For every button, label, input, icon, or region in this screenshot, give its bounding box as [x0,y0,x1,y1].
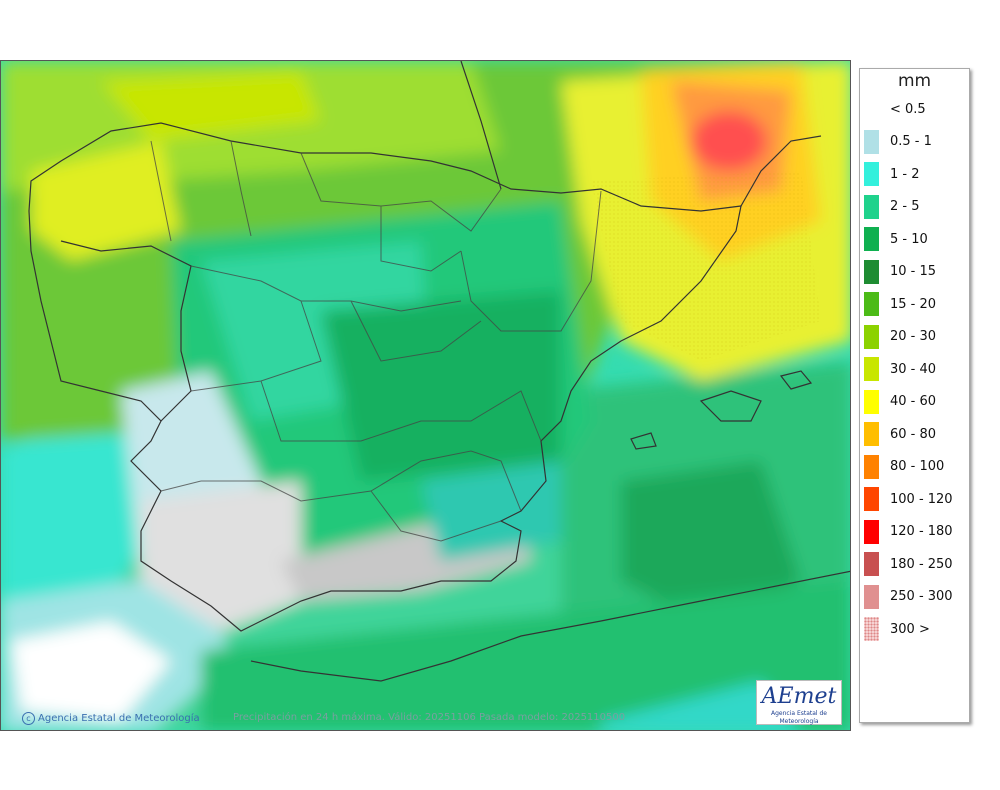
legend-entry: 2 - 5 [860,193,969,221]
legend-label: 120 - 180 [890,524,953,539]
legend-label: 5 - 10 [890,231,928,247]
logo-subtitle: Agencia Estatal de Meteorología [770,710,827,725]
legend-swatch [864,552,879,576]
precipitation-field [1,61,850,730]
legend-label: 0.5 - 1 [890,134,932,149]
map-caption: Precipitación en 24 h máxima. Válido: 20… [233,712,626,723]
legend-swatch [864,422,879,446]
agency-credit: c Agencia Estatal de Meteorología [22,712,200,725]
legend-label: 40 - 60 [890,394,937,409]
legend-label: 180 - 250 [890,556,953,572]
legend-entry: 5 - 10 [860,225,969,253]
copyright-icon: c [22,712,35,725]
legend-entry: 0.5 - 1 [860,128,969,156]
legend-swatch [864,519,879,544]
legend-entry: 40 - 60 [860,388,969,416]
legend-swatch [864,617,879,641]
legend-entry: 60 - 80 [860,420,969,448]
agency-credit-text: Agencia Estatal de Meteorología [38,713,200,724]
legend-swatch [864,357,879,381]
legend-entry: 120 - 180 [860,518,969,546]
legend-entry: 80 - 100 [860,453,969,481]
legend-label: 30 - 40 [890,361,937,377]
legend-swatch [864,454,879,479]
legend-entry: 15 - 20 [860,290,969,318]
legend-swatch [864,487,879,511]
legend-swatch [864,227,879,251]
legend-swatch [864,194,879,219]
logo-brand: AEmet [761,684,837,709]
legend-label: 15 - 20 [890,296,937,312]
legend-entry: 250 - 300 [860,583,969,611]
legend-label: 300 > [890,621,930,637]
legend-entry: 1 - 2 [860,160,969,188]
legend-entry: 300 > [860,615,969,643]
legend-label: 250 - 300 [890,589,953,604]
precipitation-legend: mm < 0.5 0.5 - 1 1 - 2 2 - 5 5 - 10 10 - 15 15… [859,68,970,723]
legend-entry: 20 - 30 [860,323,969,351]
legend-label: 80 - 100 [890,459,945,474]
legend-swatch [864,389,879,414]
legend-label: 10 - 15 [890,264,937,279]
legend-swatch [864,97,879,121]
legend-label: 100 - 120 [890,491,953,507]
aemet-logo: AEmet Agencia Estatal de Meteorología [756,680,842,725]
map-canvas [1,61,850,730]
legend-swatch [864,292,879,316]
legend-entry: 180 - 250 [860,550,969,578]
legend-swatch [864,129,879,154]
legend-label: 20 - 30 [890,329,937,344]
legend-label: 2 - 5 [890,199,920,214]
legend-entry: 30 - 40 [860,355,969,383]
legend-swatch [864,584,879,609]
precipitation-map [0,60,851,731]
legend-swatch [864,324,879,349]
region-borders [150,140,602,542]
legend-label: 60 - 80 [890,426,937,442]
legend-entry: < 0.5 [860,95,969,123]
legend-label: < 0.5 [890,101,926,117]
legend-unit: mm [897,71,932,91]
legend-swatch [864,259,879,284]
legend-entry: 100 - 120 [860,485,969,513]
legend-entry: 10 - 15 [860,258,969,286]
legend-label: 1 - 2 [890,166,920,182]
legend-swatch [864,162,879,186]
